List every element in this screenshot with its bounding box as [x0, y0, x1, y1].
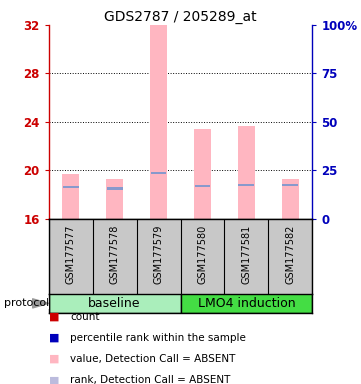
Text: count: count: [70, 312, 100, 322]
Text: LMO4 induction: LMO4 induction: [197, 297, 295, 310]
Text: ■: ■: [49, 375, 59, 384]
Bar: [106, 179, 123, 219]
Text: ■: ■: [49, 333, 59, 343]
Bar: [194, 129, 211, 219]
Bar: [239, 184, 254, 186]
Bar: [151, 172, 166, 174]
Bar: [180, 294, 312, 313]
Bar: [62, 174, 79, 219]
Text: GSM177581: GSM177581: [242, 225, 251, 284]
Bar: [282, 179, 299, 219]
Bar: [107, 187, 122, 190]
Bar: [63, 186, 79, 189]
Bar: [195, 185, 210, 187]
Text: ■: ■: [49, 354, 59, 364]
Bar: [150, 25, 167, 219]
Bar: [238, 126, 255, 219]
Text: baseline: baseline: [88, 297, 141, 310]
Text: protocol: protocol: [4, 298, 49, 308]
Text: GSM177577: GSM177577: [66, 225, 76, 285]
Bar: [49, 294, 180, 313]
Text: percentile rank within the sample: percentile rank within the sample: [70, 333, 246, 343]
Bar: [282, 184, 298, 186]
Text: value, Detection Call = ABSENT: value, Detection Call = ABSENT: [70, 354, 236, 364]
Text: GSM177580: GSM177580: [197, 225, 208, 284]
Text: rank, Detection Call = ABSENT: rank, Detection Call = ABSENT: [70, 375, 231, 384]
Text: GSM177579: GSM177579: [153, 225, 164, 284]
Title: GDS2787 / 205289_at: GDS2787 / 205289_at: [104, 10, 257, 24]
Polygon shape: [32, 299, 49, 308]
Text: ■: ■: [49, 312, 59, 322]
Text: GSM177578: GSM177578: [110, 225, 119, 284]
Text: GSM177582: GSM177582: [285, 225, 295, 284]
